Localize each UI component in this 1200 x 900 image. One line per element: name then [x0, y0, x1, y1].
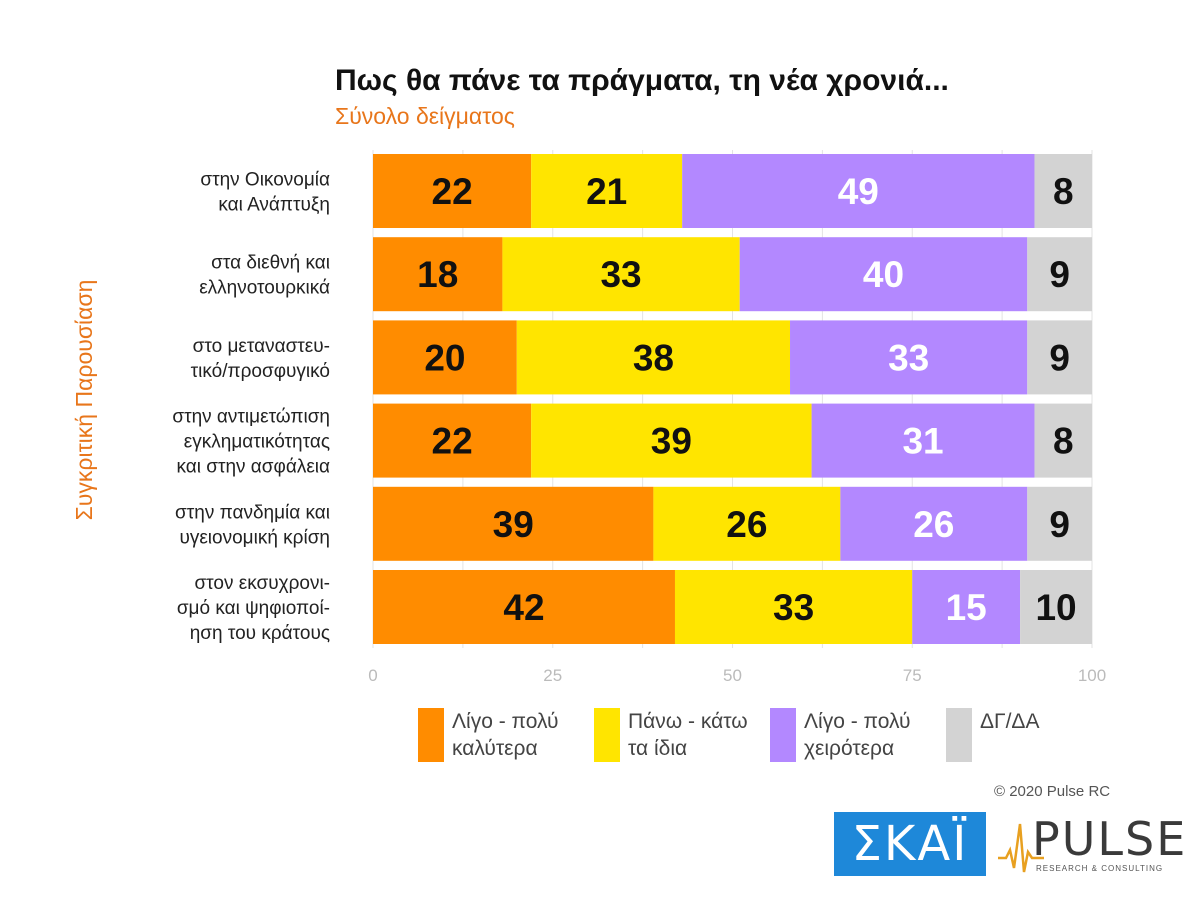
legend-label: Πάνω - κάτω τα ίδια — [628, 710, 748, 760]
bar-segment — [373, 486, 654, 561]
data-label: 42 — [503, 587, 544, 628]
chart-title: Πως θα πάνε τα πράγματα, τη νέα χρονιά..… — [335, 64, 949, 97]
category-labels: στην Οικονομία και Ανάπτυξη στα διεθνή και… — [172, 170, 330, 645]
data-label: 10 — [1035, 587, 1076, 628]
data-label: 8 — [1053, 171, 1074, 212]
data-label: 9 — [1049, 504, 1070, 545]
pulse-logo: PULSE RESEARCH & CONSULTING — [996, 812, 1185, 878]
bar-segment — [373, 320, 517, 395]
x-tick-label: 100 — [1078, 666, 1106, 685]
data-label: 22 — [432, 421, 473, 462]
data-label: 40 — [863, 254, 904, 295]
category-label: εγκληματικότητας — [184, 432, 330, 453]
data-label: 20 — [424, 337, 465, 378]
bar-segment — [790, 320, 1028, 395]
x-tick-label: 0 — [368, 666, 377, 685]
data-label: 31 — [902, 421, 943, 462]
data-label: 15 — [946, 587, 987, 628]
legend-swatch — [946, 708, 972, 762]
skai-logo: ΣΚΑΪ — [834, 812, 986, 876]
bar-segment — [811, 403, 1035, 478]
pulse-logo-word: PULSE — [1032, 812, 1188, 866]
category-label: στην πανδημία και — [175, 502, 330, 523]
bar-segment — [373, 237, 503, 312]
category-label: σμό και ψηφιοποί- — [177, 598, 330, 619]
data-labels: 22 21 49 8 18 33 40 9 20 38 33 9 22 39 31 8 39 26 26 9 42 33 1… — [417, 171, 1076, 628]
legend-label: Λίγο - πολύ καλύτερα — [452, 710, 559, 760]
pulse-heartbeat-icon — [998, 823, 1044, 873]
data-label: 39 — [493, 504, 534, 545]
bar-segment — [1020, 570, 1092, 644]
legend-item: ΔΓ/ΔΑ — [946, 708, 1122, 762]
bar-segment — [373, 154, 532, 228]
data-label: 18 — [417, 254, 458, 295]
category-label: στα διεθνή και — [211, 253, 330, 274]
legend-label: Λίγο - πολύ χειρότερα — [804, 710, 911, 760]
bar-segment — [531, 403, 812, 478]
x-tick-label: 50 — [723, 666, 742, 685]
category-label: στο μεταναστευ- — [193, 336, 330, 357]
data-label: 8 — [1053, 421, 1074, 462]
data-label: 38 — [633, 337, 674, 378]
data-label: 33 — [888, 337, 929, 378]
data-label: 21 — [586, 171, 627, 212]
legend: Λίγο - πολύ καλύτερα Πάνω - κάτω τα ίδια Λ… — [418, 708, 1122, 762]
bar-segment — [1034, 154, 1092, 228]
bar-segment — [1034, 403, 1092, 478]
bar-segment — [653, 486, 841, 561]
bar-segment — [1027, 237, 1092, 312]
data-label: 33 — [773, 587, 814, 628]
bar-segment — [912, 570, 1021, 644]
data-label: 49 — [838, 171, 879, 212]
bar-segment — [739, 237, 1028, 312]
legend-item: Πάνω - κάτω τα ίδια — [594, 708, 770, 762]
legend-swatch — [770, 708, 796, 762]
category-label: ηση του κράτους — [190, 623, 330, 644]
x-tick-label: 25 — [543, 666, 562, 685]
legend-swatch — [594, 708, 620, 762]
data-label: 26 — [913, 504, 954, 545]
bar-segment — [1027, 320, 1092, 395]
data-label: 26 — [726, 504, 767, 545]
category-label: υγειονομική κρίση — [179, 527, 330, 548]
category-label: στην Οικονομία — [200, 170, 330, 191]
bar-segment — [531, 154, 683, 228]
bar-segment — [840, 486, 1028, 561]
gridlines — [372, 150, 1093, 648]
pulse-logo-tagline: RESEARCH & CONSULTING — [1036, 864, 1164, 873]
bar-segment — [373, 403, 532, 478]
bar-segment — [674, 570, 913, 644]
legend-item: Λίγο - πολύ καλύτερα — [418, 708, 594, 762]
y-axis-label: Συγκριτική Παρουσίαση — [71, 280, 97, 521]
category-label: ελληνοτουρκικά — [199, 278, 330, 299]
category-label: στον εκσυχρονι- — [194, 573, 330, 594]
bar-segment — [1027, 486, 1092, 561]
bar-segment — [682, 154, 1035, 228]
copyright-text: © 2020 Pulse RC — [994, 783, 1111, 800]
legend-item: Λίγο - πολύ χειρότερα — [770, 708, 946, 762]
x-axis-ticks: 0 25 50 75 100 — [368, 666, 1106, 685]
data-label: 9 — [1049, 254, 1070, 295]
category-label: στην αντιμετώπιση — [172, 407, 330, 428]
category-label: και Ανάπτυξη — [218, 195, 330, 216]
data-label: 39 — [651, 421, 692, 462]
x-tick-label: 75 — [903, 666, 922, 685]
bar-segment — [373, 570, 675, 644]
bar-segment — [502, 237, 740, 312]
data-label: 9 — [1049, 337, 1070, 378]
data-label: 33 — [600, 254, 641, 295]
category-label: τικό/προσφυγικό — [191, 361, 330, 382]
bar-segment — [516, 320, 791, 395]
legend-swatch — [418, 708, 444, 762]
bars — [373, 154, 1092, 644]
data-label: 22 — [432, 171, 473, 212]
legend-label: ΔΓ/ΔΑ — [980, 710, 1040, 733]
category-label: και στην ασφάλεια — [176, 457, 330, 478]
chart-subtitle: Σύνολο δείγματος — [335, 103, 515, 129]
